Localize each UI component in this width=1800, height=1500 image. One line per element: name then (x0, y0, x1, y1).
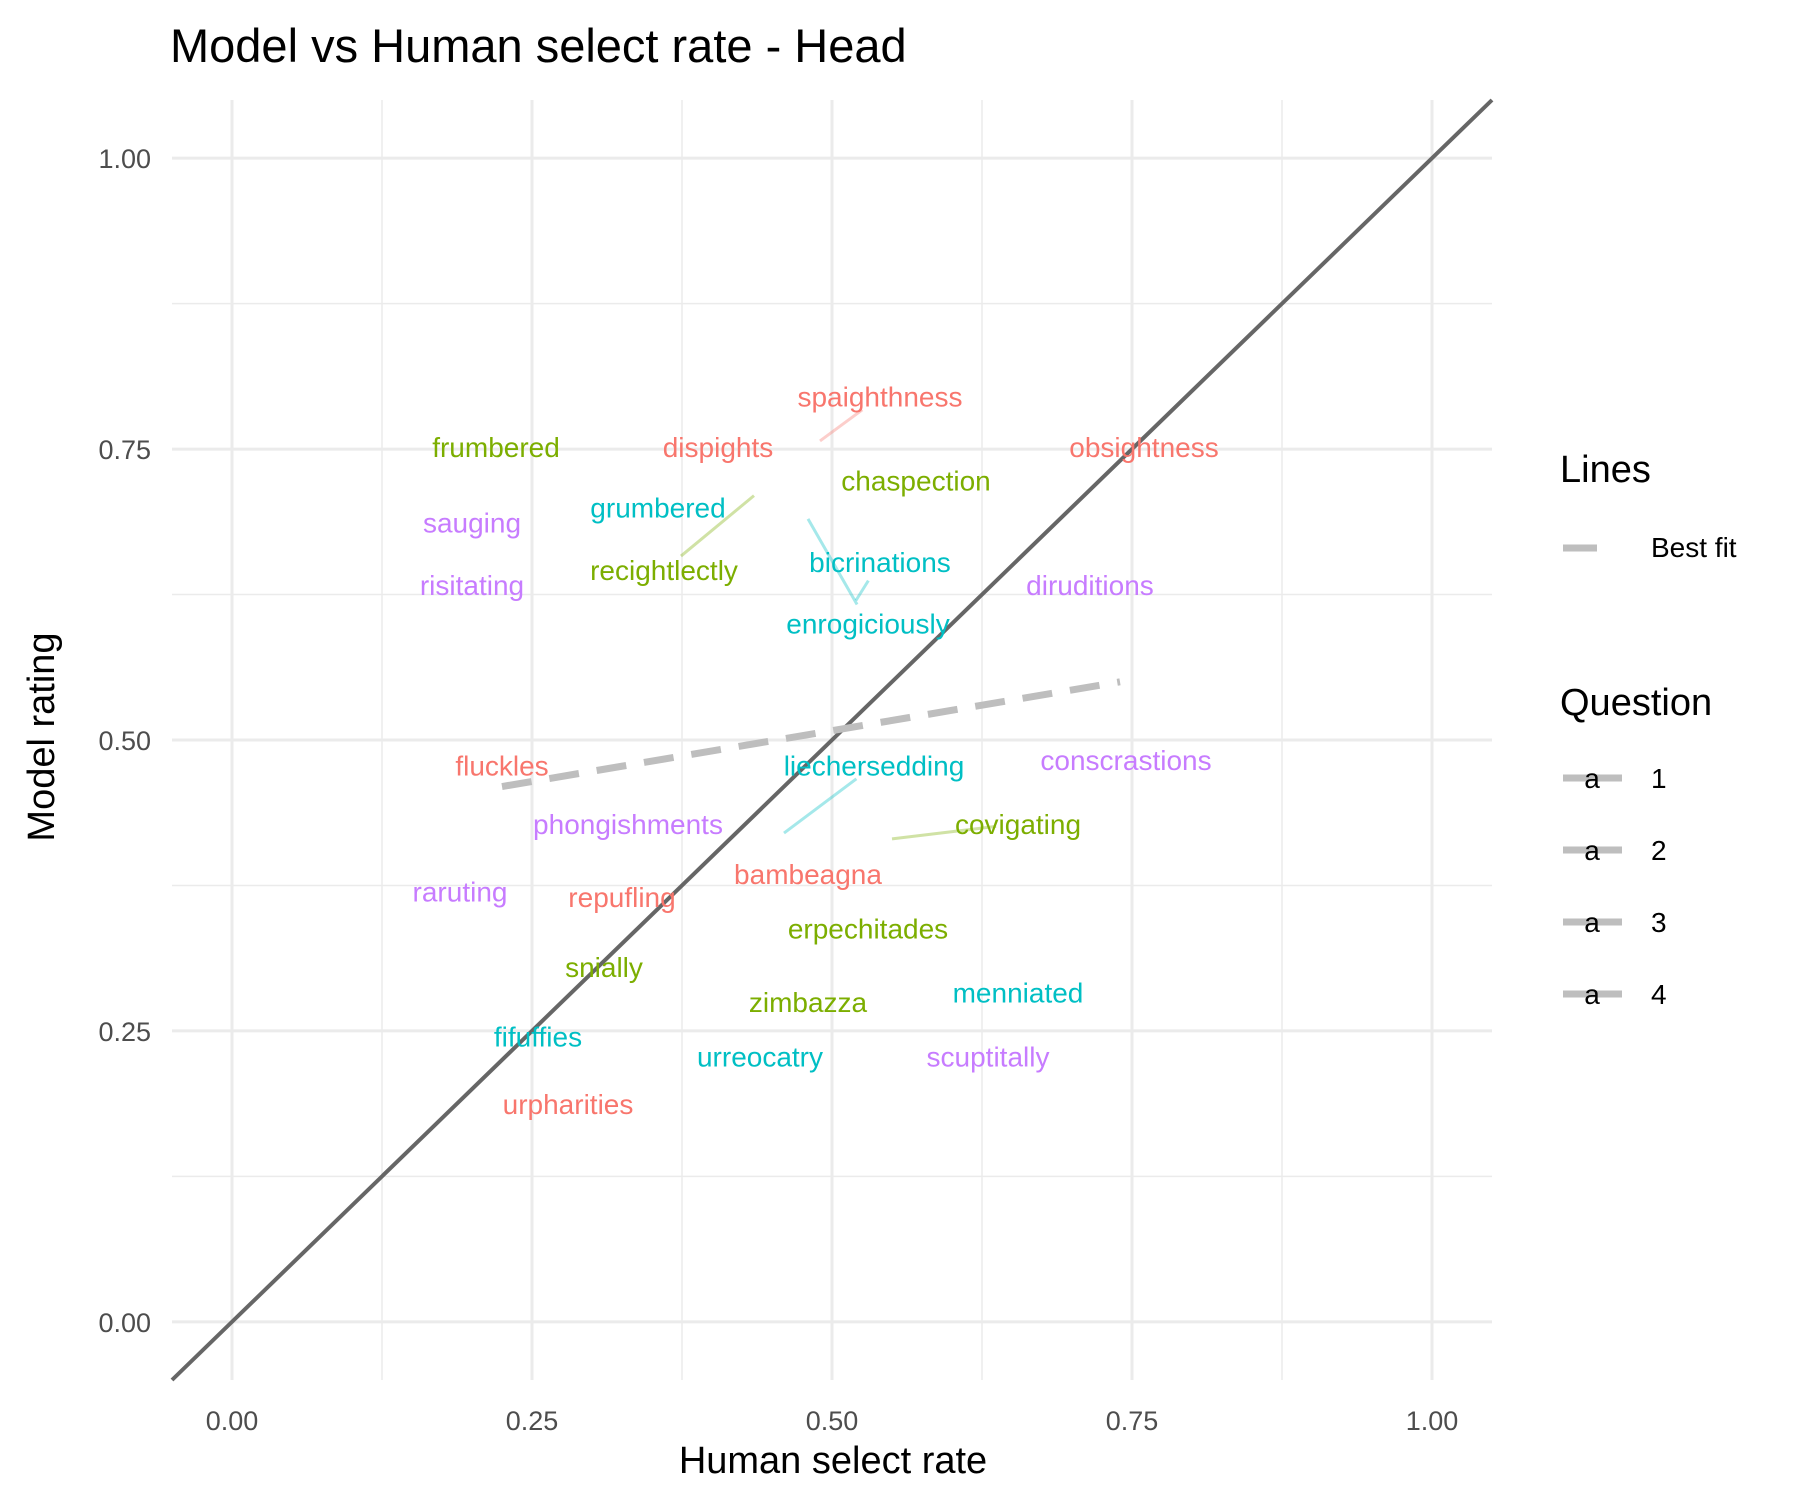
x-tick-label: 1.00 (1406, 1406, 1459, 1436)
word-label-q3: enrogiciously (786, 609, 949, 640)
word-label-q3: menniated (953, 978, 1084, 1009)
word-label-q4: phongishments (533, 809, 723, 840)
word-label-q3: grumbered (590, 492, 725, 523)
legend-best-fit-label: Best fit (1651, 532, 1737, 563)
legend-question-label: 3 (1651, 907, 1667, 938)
best-fit-line (501, 678, 1121, 790)
word-label-q2: frumbered (432, 432, 560, 463)
word-label-q1: spaighthness (797, 382, 962, 413)
label-segment (679, 494, 755, 558)
label-segment (819, 408, 864, 443)
word-label-q3: urreocatry (697, 1042, 823, 1073)
word-label-q4: conscrastions (1040, 745, 1211, 776)
legend-lines-title: Lines (1560, 449, 1651, 491)
x-tick-label: 0.00 (206, 1406, 259, 1436)
word-label-q3: liechersedding (784, 751, 965, 782)
word-label-q1: bambeagna (734, 859, 882, 890)
word-label-q3: bicrinations (809, 547, 951, 578)
reference-line-layer (170, 98, 1494, 1382)
legend-question-label: 1 (1651, 763, 1667, 794)
word-label-q4: scuptitally (927, 1042, 1050, 1073)
word-label-q2: covigating (955, 809, 1081, 840)
label-segment (783, 777, 858, 835)
legend-question-glyph: a (1584, 979, 1600, 1010)
identity-line (170, 98, 1494, 1382)
word-label-q1: obsightness (1069, 432, 1218, 463)
legend-question-title: Question (1560, 682, 1712, 724)
gridlines (172, 100, 1492, 1380)
word-labels: spaighthness dispights obsightness fluckles… (413, 382, 1219, 1120)
y-axis-title: Model rating (21, 632, 63, 841)
word-label-q1: urpharities (503, 1089, 634, 1120)
x-axis-ticks: 0.00 0.25 0.50 0.75 1.00 (206, 1406, 1459, 1436)
word-label-q4: raruting (413, 876, 508, 907)
y-tick-label: 0.25 (98, 1017, 151, 1047)
word-label-q2: erpechitades (788, 914, 948, 945)
legend: Lines Question Best fit a 1 a 2 a 3 a 4 (1560, 449, 1737, 1010)
word-label-q4: diruditions (1026, 570, 1154, 601)
y-tick-label: 0.00 (98, 1308, 151, 1338)
legend-question-glyph: a (1584, 835, 1600, 866)
word-label-q1: repufling (568, 882, 675, 913)
word-label-q2: chaspection (841, 466, 990, 497)
word-label-q2: zimbazza (749, 987, 868, 1018)
label-segment (891, 824, 997, 841)
word-label-q1: dispights (663, 432, 774, 463)
word-label-q4: sauging (423, 507, 521, 538)
legend-question-glyph: a (1584, 763, 1600, 794)
y-axis-ticks: 0.00 0.25 0.50 0.75 1.00 (98, 144, 151, 1338)
label-segment (854, 579, 870, 602)
label-segment (806, 518, 859, 606)
legend-question-label: 4 (1651, 979, 1667, 1010)
y-tick-label: 0.75 (98, 435, 151, 465)
x-tick-label: 0.50 (806, 1406, 859, 1436)
y-tick-label: 0.50 (98, 726, 151, 756)
legend-question-label: 2 (1651, 835, 1667, 866)
chart-title: Model vs Human select rate - Head (170, 19, 907, 72)
legend-question-glyph: a (1584, 907, 1600, 938)
legend-items: Best fit a 1 a 2 a 3 a 4 (1563, 532, 1737, 1010)
x-axis-title: Human select rate (679, 1440, 987, 1482)
label-segments (679, 408, 997, 841)
best-fit-line-layer (501, 678, 1121, 790)
x-tick-label: 0.25 (506, 1406, 559, 1436)
word-label-q2: snially (565, 952, 643, 983)
word-label-q1: fluckles (455, 751, 548, 782)
x-tick-label: 0.75 (1106, 1406, 1159, 1436)
word-label-q4: risitating (420, 570, 524, 601)
y-tick-label: 1.00 (98, 144, 151, 174)
word-label-q2: recightlectly (590, 555, 738, 586)
word-label-q3: fifuffies (494, 1022, 582, 1053)
